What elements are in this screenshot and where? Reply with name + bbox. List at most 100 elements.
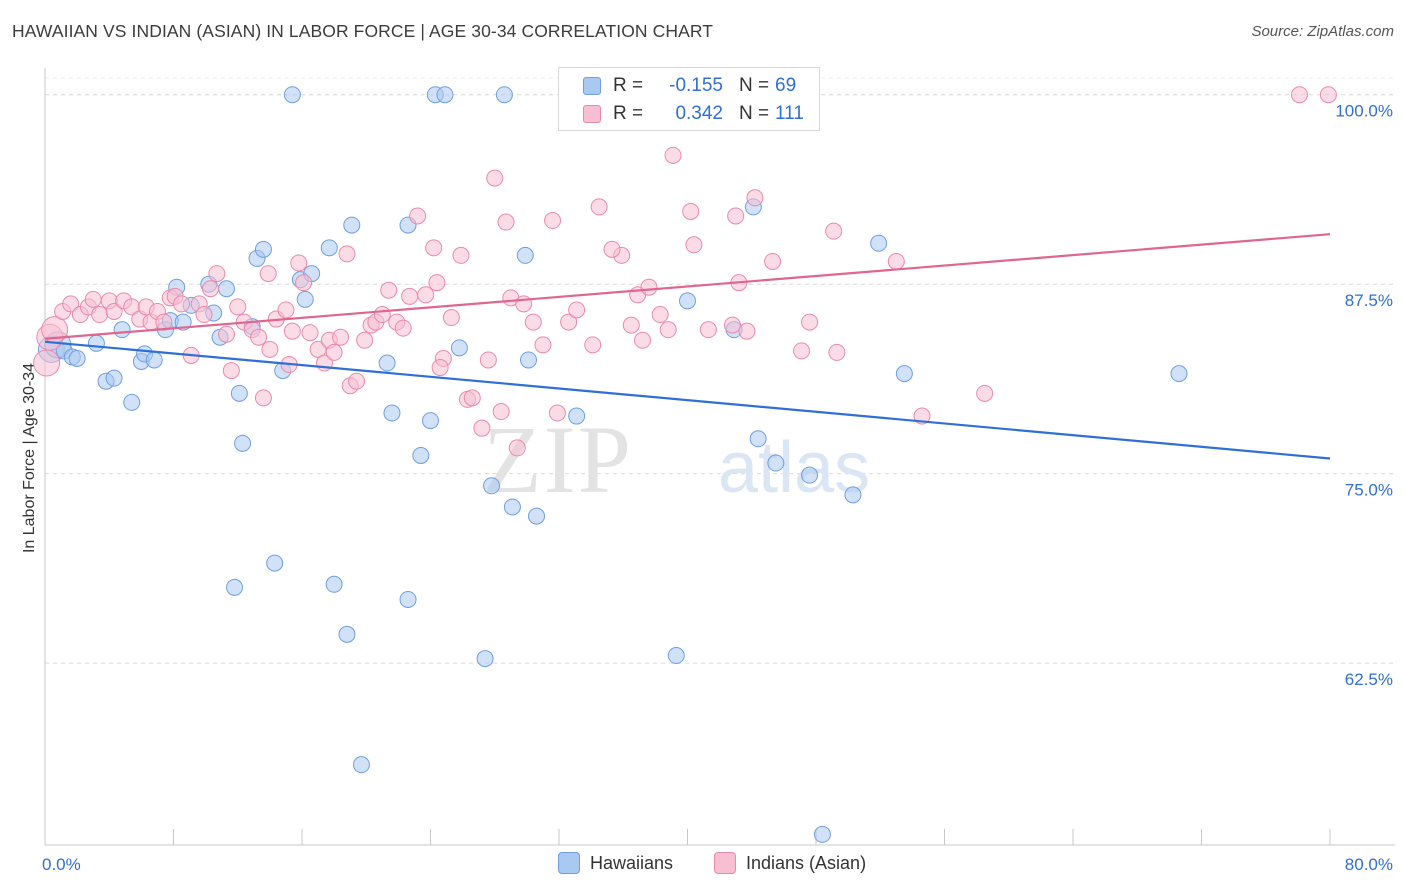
indian-point (584, 336, 602, 354)
indian-point (568, 301, 586, 319)
indian-point (442, 309, 460, 327)
hawaiian-point (378, 354, 396, 372)
y-tick-label: 62.5% (1345, 670, 1393, 689)
indian-point (417, 286, 435, 304)
hawaiian-point (174, 313, 192, 331)
axes (44, 68, 1395, 846)
indian-point (801, 313, 819, 331)
r-label: R = (613, 75, 644, 96)
points (33, 86, 1337, 843)
hawaiian-point (813, 825, 831, 843)
indian-point (486, 169, 504, 187)
indian-point (380, 281, 398, 299)
indian-point (452, 246, 470, 264)
indian-point (659, 321, 677, 339)
hawaiian-point (254, 240, 272, 258)
hawaiian-point (528, 507, 546, 525)
indian-point (463, 389, 481, 407)
indian-point (1290, 86, 1308, 104)
y-tick-label: 87.5% (1345, 291, 1393, 310)
indian-point (105, 302, 123, 320)
indian-point (497, 213, 515, 231)
indian-point (479, 351, 497, 369)
indian-point (544, 212, 562, 230)
n-value: 111 (775, 103, 804, 124)
indian-point (394, 319, 412, 337)
indian-point (356, 331, 374, 349)
n-label: N = (739, 103, 770, 124)
indian-point (295, 274, 313, 292)
hawaiian-point (412, 446, 430, 464)
hawaiian-point (234, 434, 252, 452)
legend-row-hawaiians: R = -0.155 N = 69 (583, 74, 796, 98)
indian-point (622, 316, 640, 334)
indian-point (699, 321, 717, 339)
hawaiian-point (68, 349, 86, 367)
indian-point (250, 328, 268, 346)
hawaiian-point (218, 280, 236, 298)
hawaiian-point (844, 486, 862, 504)
hawaiian-point (422, 412, 439, 430)
indian-point (828, 343, 846, 361)
indian-point (283, 322, 301, 340)
trend-lines (44, 233, 1331, 460)
indian-point (727, 207, 745, 225)
hawaiian-point (476, 650, 494, 668)
indian-point (524, 313, 542, 331)
hawaiian-point (113, 321, 131, 339)
hawaiian-point (320, 239, 338, 257)
indian-point (664, 146, 682, 164)
n-value: 69 (775, 75, 797, 96)
indian-point (309, 340, 327, 358)
indian-point (590, 198, 608, 216)
hawaiian-point (1170, 365, 1188, 383)
indian-point (348, 372, 366, 390)
hawaiian-point (503, 498, 521, 516)
indian-point (208, 265, 226, 283)
hawaiian-point (495, 86, 513, 104)
legend-item-indians[interactable]: Indians (Asian) (714, 852, 866, 874)
indian-point (976, 384, 994, 402)
indian-point (682, 202, 700, 220)
y-tick-labels: 62.5% 75.0% 87.5% 100.0% (1335, 102, 1393, 689)
indian-point (825, 222, 843, 240)
indian-point (409, 207, 427, 225)
indian-point (425, 239, 443, 257)
indian-point (492, 403, 510, 421)
indian-point (229, 298, 247, 316)
n-label: N = (739, 75, 770, 96)
hawaiian-point (123, 393, 141, 411)
indian-point (62, 295, 80, 313)
indian-point (290, 254, 308, 272)
grid-lines (45, 77, 1395, 664)
indian-point (173, 295, 191, 313)
hawaiian-point (519, 351, 537, 369)
chart-title: HAWAIIAN VS INDIAN (ASIAN) IN LABOR FORC… (12, 21, 714, 41)
hawaiian-point (266, 554, 284, 572)
hawaiian-point (801, 466, 819, 484)
series-legend: Hawaiians Indians (Asian) (0, 852, 1406, 878)
hawaiian-point (767, 454, 785, 472)
indian-point (534, 336, 552, 354)
hawaiian-point (352, 756, 370, 774)
hawaiian-point (895, 365, 913, 383)
legend-item-hawaiians[interactable]: Hawaiians (558, 852, 673, 874)
indian-point (793, 342, 811, 360)
indian-point (473, 419, 491, 437)
indian-point (277, 301, 295, 319)
legend-swatch-hawaiians (558, 852, 580, 874)
indian-point (84, 290, 102, 308)
x-tick-label: 80.0% (1345, 855, 1393, 874)
indian-point (338, 245, 356, 263)
hawaiian-point (568, 407, 586, 425)
r-label: R = (613, 103, 644, 124)
hawaiian-point (226, 578, 244, 596)
legend-label-hawaiians: Hawaiians (590, 852, 674, 873)
watermark-zip: ZIP (483, 406, 633, 513)
hawaiian-point (325, 575, 343, 593)
indian-trend-line (44, 233, 1331, 340)
hawaiian-point (383, 404, 401, 422)
hawaiian-point (679, 292, 696, 310)
indian-point (373, 306, 391, 324)
